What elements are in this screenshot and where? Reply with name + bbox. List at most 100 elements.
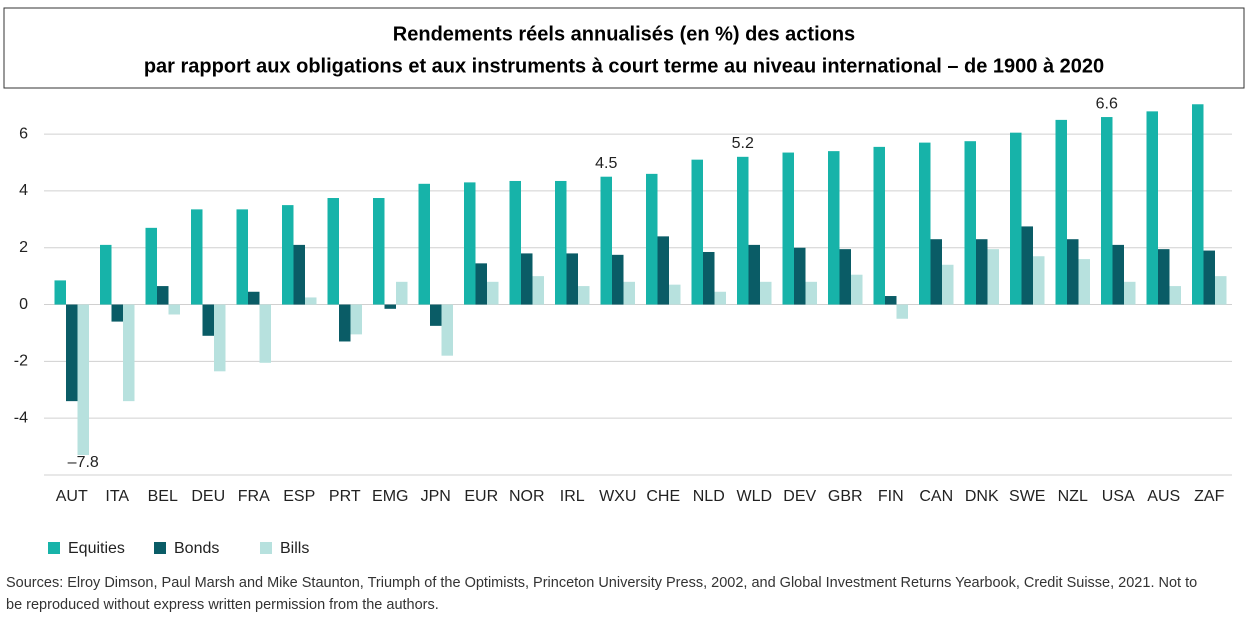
- legend-label: Equities: [68, 540, 125, 557]
- x-tick-label: ESP: [283, 488, 315, 505]
- x-tick-label: USA: [1102, 488, 1135, 505]
- bar: [1124, 281, 1136, 305]
- x-tick-label: IRL: [560, 488, 585, 505]
- bar: [521, 253, 533, 305]
- bar: [657, 236, 669, 305]
- bar: [1203, 250, 1215, 305]
- bar: [373, 198, 385, 305]
- y-tick-label: 4: [19, 182, 28, 199]
- bar: [123, 304, 135, 402]
- x-tick-label: NLD: [693, 488, 725, 505]
- data-label: 4.5: [595, 155, 617, 172]
- bar: [782, 152, 794, 305]
- title-box: [3, 7, 1245, 89]
- bar: [236, 209, 248, 305]
- legend-label: Bills: [280, 540, 309, 557]
- bar: [214, 304, 226, 372]
- bar: [737, 156, 749, 305]
- bar: [1169, 286, 1181, 305]
- bar: [339, 304, 351, 342]
- x-tick-label: WLD: [736, 488, 772, 505]
- legend-swatch: [48, 542, 60, 554]
- bar: [578, 286, 590, 305]
- bar: [828, 151, 840, 305]
- y-tick-label: -2: [14, 353, 28, 370]
- bar: [612, 254, 624, 305]
- bar: [475, 263, 487, 305]
- bar: [896, 304, 908, 319]
- bar: [987, 249, 999, 305]
- bar: [942, 264, 954, 305]
- x-tick-label: FIN: [878, 488, 904, 505]
- bar: [293, 244, 305, 305]
- bar: [1146, 111, 1158, 305]
- x-tick-label: PRT: [329, 488, 361, 505]
- y-tick-label: 0: [19, 296, 28, 313]
- x-tick-label: NOR: [509, 488, 545, 505]
- x-tick-label: AUT: [56, 488, 88, 505]
- chart-title: par rapport aux obligations et aux instr…: [144, 55, 1104, 77]
- x-tick-label: EMG: [372, 488, 408, 505]
- bar: [919, 142, 931, 305]
- x-tick-label: DEU: [191, 488, 225, 505]
- x-tick-label: SWE: [1009, 488, 1045, 505]
- bar: [1101, 117, 1113, 305]
- y-tick-label: 2: [19, 239, 28, 256]
- bar: [259, 304, 271, 363]
- source-note: Sources: Elroy Dimson, Paul Marsh and Mi…: [6, 575, 1198, 613]
- bar: [646, 173, 658, 305]
- bar: [66, 304, 78, 402]
- bar: [202, 304, 214, 336]
- bar: [885, 296, 897, 305]
- bar: [168, 304, 180, 315]
- chart-title: Rendements réels annualisés (en %) des a…: [393, 23, 855, 45]
- bar: [509, 180, 521, 305]
- bar: [1010, 132, 1022, 305]
- bar: [487, 281, 499, 305]
- bar: [441, 304, 453, 356]
- bar: [703, 251, 715, 305]
- x-tick-label: EUR: [464, 488, 498, 505]
- bar: [384, 304, 396, 309]
- x-tick-label: DNK: [965, 488, 999, 505]
- bar: [1192, 104, 1204, 305]
- legend-label: Bonds: [174, 540, 219, 557]
- bar: [1021, 226, 1033, 305]
- bar: [1055, 119, 1067, 305]
- bar: [191, 209, 203, 305]
- x-tick-label: FRA: [238, 488, 270, 505]
- bar: [327, 198, 339, 305]
- bar: [623, 281, 635, 305]
- bar: [430, 304, 442, 326]
- bar: [418, 183, 430, 305]
- x-tick-label: WXU: [599, 488, 636, 505]
- y-tick-label: 6: [19, 125, 28, 142]
- data-label: 6.6: [1096, 95, 1118, 112]
- bar: [77, 304, 89, 455]
- bar: [600, 176, 612, 305]
- bar: [851, 274, 863, 305]
- bar: [157, 286, 169, 305]
- bar: [1112, 244, 1124, 305]
- bar: [282, 205, 294, 305]
- x-tick-label: NZL: [1058, 488, 1088, 505]
- bar: [714, 291, 726, 305]
- legend-swatch: [260, 542, 272, 554]
- y-tick-label: -4: [14, 409, 28, 426]
- bar: [396, 281, 408, 305]
- bar: [1078, 259, 1090, 305]
- x-tick-label: DEV: [783, 488, 816, 505]
- x-tick-label: ZAF: [1194, 488, 1224, 505]
- data-label: 5.2: [732, 135, 754, 152]
- bar: [930, 239, 942, 305]
- bar: [532, 276, 544, 305]
- bar: [54, 280, 66, 305]
- bar: [100, 244, 112, 305]
- bar: [1067, 239, 1079, 305]
- bar: [760, 281, 772, 305]
- chart: Rendements réels annualisés (en %) des a…: [3, 7, 1245, 557]
- x-tick-label: CHE: [646, 488, 680, 505]
- bar: [1158, 249, 1170, 305]
- bar: [111, 304, 123, 322]
